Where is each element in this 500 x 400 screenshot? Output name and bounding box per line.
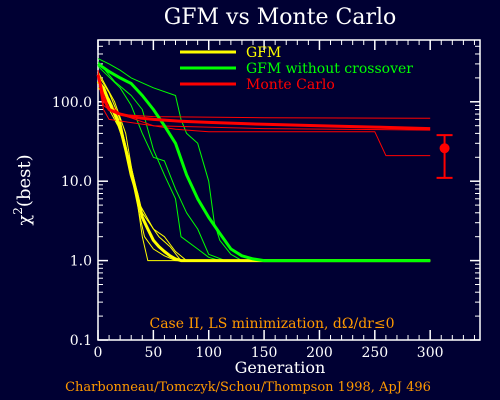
chart-title: GFM vs Monte Carlo bbox=[164, 5, 397, 30]
y-axis-label-superscript: 2 bbox=[11, 207, 25, 215]
series-line-run bbox=[97, 72, 431, 131]
series-line-run bbox=[97, 87, 431, 262]
series-line-mean bbox=[97, 62, 431, 263]
y-axis-label-suffix: (best) bbox=[14, 154, 35, 207]
x-axis-label: Generation bbox=[235, 358, 326, 377]
x-tick-label: 50 bbox=[144, 345, 162, 361]
series-line-run bbox=[97, 77, 431, 262]
series-lines bbox=[96, 58, 431, 263]
y-axis-label: χ2(best) bbox=[11, 154, 35, 225]
error-bar-point bbox=[439, 143, 450, 154]
legend-label: GFM bbox=[246, 45, 281, 61]
series-line-run bbox=[97, 74, 431, 262]
plot-frame bbox=[97, 39, 481, 341]
series-line-run bbox=[97, 58, 431, 262]
y-axis-label-symbol: χ bbox=[14, 215, 35, 226]
x-tick-label: 250 bbox=[361, 345, 388, 361]
y-axis: 0.1 1.0 10.0 100.0 bbox=[52, 39, 480, 349]
x-tick-label: 200 bbox=[306, 345, 333, 361]
y-tick-label: 0.1 bbox=[70, 333, 92, 349]
series-line-run bbox=[97, 77, 431, 157]
x-tick-label: 0 bbox=[94, 345, 103, 361]
series-line-run bbox=[97, 61, 431, 262]
x-tick-label: 300 bbox=[417, 345, 444, 361]
y-tick-label: 10.0 bbox=[61, 174, 92, 190]
x-axis: 0 50 100 150 200 250 300 bbox=[94, 40, 475, 361]
x-tick-label: 100 bbox=[195, 345, 222, 361]
y-tick-label: 100.0 bbox=[52, 95, 92, 111]
legend-label: GFM without crossover bbox=[246, 61, 413, 77]
series-line-run bbox=[97, 65, 431, 262]
case-annotation: Case II, LS minimization, dΩ/dr≤0 bbox=[149, 316, 394, 332]
error-bar bbox=[436, 134, 453, 179]
credit-line: Charbonneau/Tomczyk/Schou/Thompson 1998,… bbox=[65, 380, 431, 395]
y-tick-label: 1.0 bbox=[70, 254, 92, 270]
legend-label: Monte Carlo bbox=[246, 77, 335, 93]
x-tick-label: 150 bbox=[251, 345, 278, 361]
series-line-mean bbox=[96, 80, 431, 263]
series-line-mean bbox=[96, 74, 431, 131]
